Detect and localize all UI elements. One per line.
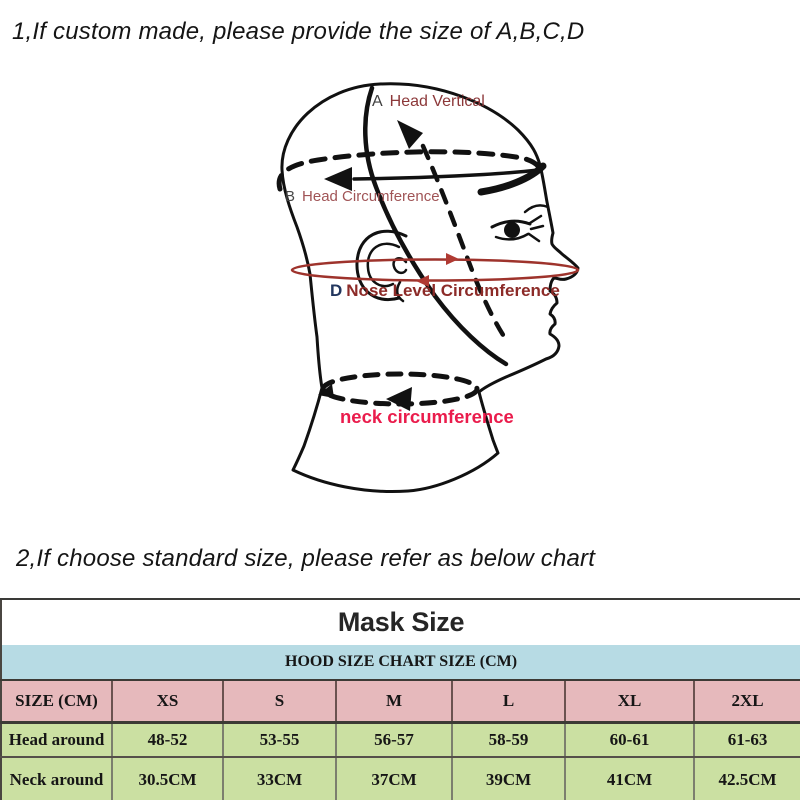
label-d-letter: D [330,281,343,300]
head-around-2xl: 61-63 [692,722,800,758]
head-circumference-dashed-line [276,149,542,192]
head-outline-path [280,82,580,494]
label-b-letter: B [285,188,296,205]
head-around-s: 53-55 [222,722,336,758]
head-circumference-arrow-line [352,168,540,181]
head-circumference-arrowhead [324,167,352,191]
neck-around-xs: 30.5CM [111,757,223,800]
label-neck-circumference: neck circumference [340,406,514,427]
neck-around-m: 37CM [335,757,452,800]
header-l: L [451,680,565,724]
row-label-head-around: Head around [1,722,112,758]
label-b-text: Head Circumference [302,188,440,205]
neck-around-row: Neck around 30.5CM 33CM 37CM 39CM 41CM 4… [1,757,800,800]
eyebrow [477,162,547,196]
ear-outer [355,229,408,301]
head-around-l: 58-59 [451,722,565,758]
eye-lashes [527,214,545,243]
label-a-letter: A [372,93,383,110]
eye-pupil [504,222,520,238]
label-head-circumference: B Head Circumference [285,188,440,206]
label-d-text: Nose Level Circumference [346,281,560,300]
table-title: Mask Size [1,599,800,645]
neck-around-2xl: 42.5CM [692,757,800,800]
size-header-row: SIZE (CM) XS S M L XL 2XL [1,680,800,724]
label-head-vertical: A Head Vertical [372,93,485,111]
head-measurement-diagram: A Head Vertical B Head Circumference D Nose… [260,75,620,525]
nose-ellipse-arrow-right [446,253,459,265]
nose-ellipse-arrow-left [416,275,429,287]
eye-upper-lid [490,219,532,229]
header-m: M [335,680,452,724]
header-xl: XL [564,680,694,724]
header-s: S [222,680,336,724]
table-subtitle-row: HOOD SIZE CHART SIZE (CM) [1,645,800,681]
size-chart-table: Mask Size HOOD SIZE CHART SIZE (CM) SIZE… [0,598,800,800]
ear-inner [366,242,401,288]
header-2xl: 2XL [692,680,800,724]
table-subtitle: HOOD SIZE CHART SIZE (CM) [1,645,800,681]
eye-lower-lid [494,232,530,241]
neck-around-l: 39CM [451,757,565,800]
label-a-text: Head Vertical [389,93,485,110]
row-label-neck-around: Neck around [1,757,112,800]
head-around-xs: 48-52 [111,722,223,758]
head-around-m: 56-57 [335,722,452,758]
head-vertical-line [363,85,509,367]
label-nose-level-circumference: D Nose Level Circumference [330,281,560,301]
neck-arrowhead [386,387,412,411]
head-around-row: Head around 48-52 53-55 56-57 58-59 60-6… [1,722,800,758]
ear-curl [392,257,408,275]
header-xs: XS [111,680,223,724]
table-title-row: Mask Size [1,599,800,645]
eyelid-flick [523,204,550,214]
header-size-cm: SIZE (CM) [1,680,112,724]
head-profile-drawing [276,82,580,494]
head-around-xl: 60-61 [564,722,694,758]
neck-around-xl: 41CM [564,757,694,800]
neck-small-arrowhead [318,384,334,398]
neck-around-s: 33CM [222,757,336,800]
custom-made-note: 1,If custom made, please provide the siz… [12,18,585,45]
ear-lobe-hook [395,280,405,303]
diagonal-arrowhead [397,120,423,149]
standard-size-note: 2,If choose standard size, please refer … [16,545,596,572]
nose-level-ellipse [290,258,580,282]
